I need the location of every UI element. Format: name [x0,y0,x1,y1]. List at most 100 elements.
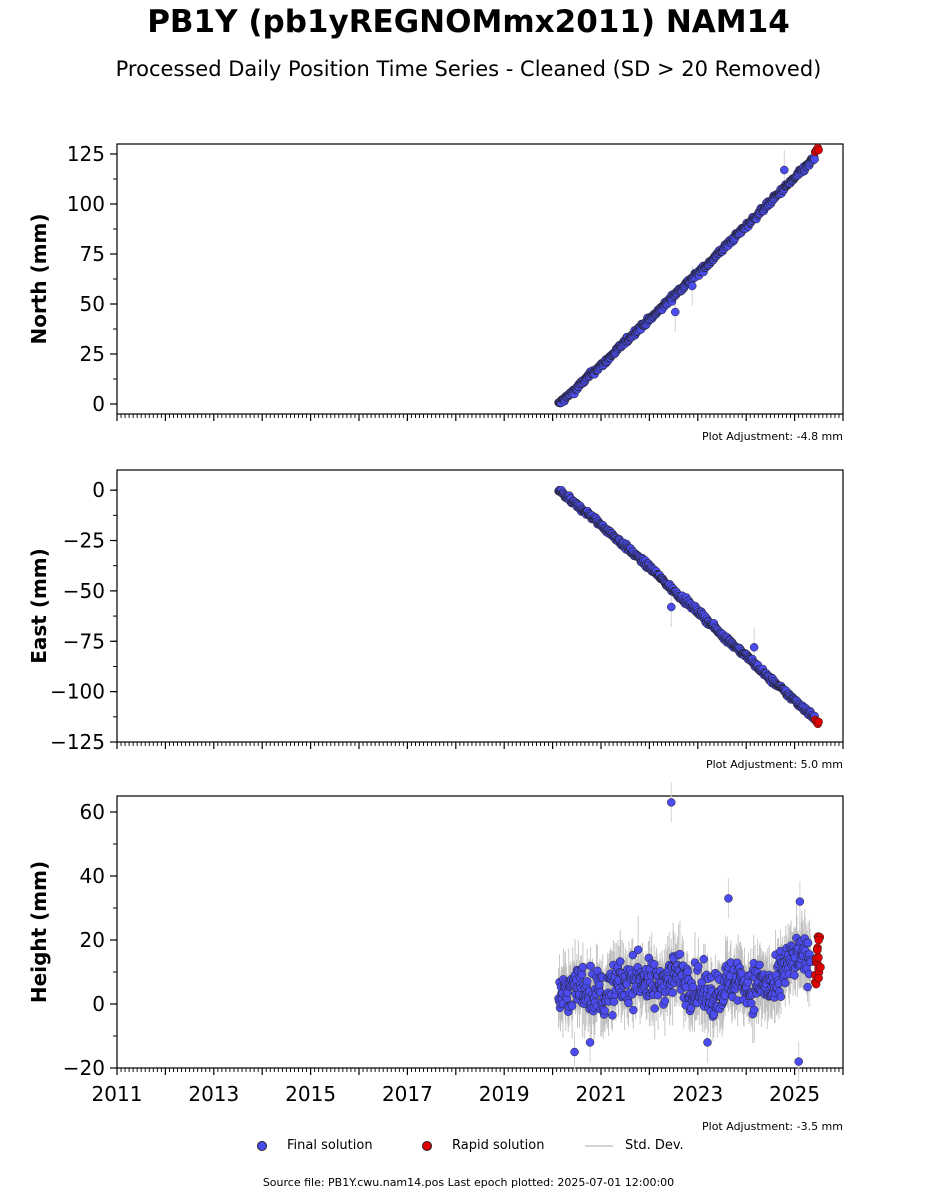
rapid-point [816,962,825,972]
std-dev-bars [558,782,812,1082]
final-point [586,961,595,971]
final-point [794,1057,803,1066]
y-tick-label: 20 [80,928,105,952]
legend-final: Final solution [257,1138,373,1153]
final-point [660,996,670,1006]
rapid-point [813,945,822,955]
final-points [554,798,815,1066]
final-point [615,957,625,966]
y-tick-label: 0 [92,992,105,1016]
rapid-point [814,935,823,945]
legend-std-line [585,1144,613,1147]
final-point [675,949,685,959]
final-point [624,998,633,1008]
x-tick-label: 2017 [382,1082,433,1106]
final-point [582,977,592,986]
final-point [650,1004,659,1013]
y-tick-label: 0 [92,392,105,416]
y-tick-label: −100 [50,680,105,704]
x-tick-label: 2025 [769,1082,820,1106]
legend-final-marker [257,1140,267,1151]
final-point [649,960,659,969]
final-point [780,165,789,175]
final-points [554,485,819,724]
final-point [629,1005,638,1015]
plot-frame [116,469,844,743]
chart-title: PB1Y (pb1yREGNOMmx2011) NAM14 [147,4,790,40]
final-point [803,938,813,948]
rapid-point [814,973,823,983]
plot-adjustment-note: Plot Adjustment: 5.0 mm [706,758,843,771]
final-point [667,602,676,612]
y-tick-label: 100 [67,192,105,216]
final-point [577,970,587,979]
plot-adjustment-note: Plot Adjustment: -4.8 mm [702,430,843,443]
final-point [567,1001,577,1011]
y-tick-label: −20 [63,1056,105,1080]
plot-adjustment-note: Plot Adjustment: -3.5 mm [702,1120,843,1133]
y-tick-label: 75 [80,242,105,266]
chart-subtitle: Processed Daily Position Time Series - C… [115,57,822,81]
final-point [699,954,708,964]
panel-3: −20 0 20 40 60 Height (mm) 2011 2013 2015 2017 201… [27,782,844,1133]
final-point [724,894,733,903]
y-tick-label: −75 [63,629,105,653]
final-point [795,897,805,906]
x-tick-label: 2015 [285,1082,336,1106]
final-point [683,967,692,977]
panel-2: 0 −25 −50 −75 −100 −125 East (mm) Plot Adjustme… [27,469,844,771]
y-tick-label: 50 [80,292,105,316]
final-point [633,945,643,955]
y-tick-label: 25 [80,342,105,366]
final-point [687,281,697,291]
y-axis-label: North (mm) [27,213,51,344]
final-point [703,1038,712,1047]
panel-1: 0 25 50 75 100 125 North (mm) Plot Adjustment: … [27,142,844,443]
rapid-point [814,953,823,962]
y-tick-label: −50 [63,579,105,603]
legend-rapid: Rapid solution [422,1138,544,1153]
final-point [608,1011,617,1020]
y-axis-label: Height (mm) [27,861,51,1003]
y-axis-label: East (mm) [27,548,51,664]
rapid-points [810,715,823,729]
rapid-point [814,717,823,727]
legend-std-label: Std. Dev. [625,1138,684,1153]
final-point [671,307,680,317]
source-footer: Source file: PB1Y.cwu.nam14.pos Last epo… [262,1176,675,1189]
final-point [803,982,812,992]
final-point [600,1006,609,1015]
final-point [585,1038,595,1047]
final-point [810,155,819,164]
final-point [781,978,790,988]
rapid-points [810,932,825,989]
final-point [755,960,764,970]
final-points [554,152,819,408]
y-tick-label: 125 [67,142,105,166]
rapid-points [810,143,823,157]
x-tick-label: 2019 [479,1082,530,1106]
legend-rapid-marker [422,1140,432,1151]
final-point [776,992,786,1001]
x-tick-label: 2011 [92,1082,143,1106]
rapid-point [814,145,823,155]
legend-rapid-label: Rapid solution [452,1138,545,1153]
final-point [595,980,604,990]
x-tick-label: 2021 [576,1082,627,1106]
final-point [694,962,703,971]
plot-frame [116,795,844,1069]
final-point [609,997,619,1007]
final-point [570,1047,579,1057]
y-tick-label: 0 [92,478,105,502]
y-tick-label: 40 [80,864,105,888]
x-tick-label: 2013 [188,1082,239,1106]
final-point [667,798,676,807]
final-point [749,643,759,652]
y-tick-label: 60 [80,800,105,824]
x-tick-label: 2023 [672,1082,723,1106]
final-point [668,988,677,997]
final-point [749,1005,759,1015]
legend-final-label: Final solution [287,1138,373,1153]
y-tick-label: −125 [50,730,105,754]
